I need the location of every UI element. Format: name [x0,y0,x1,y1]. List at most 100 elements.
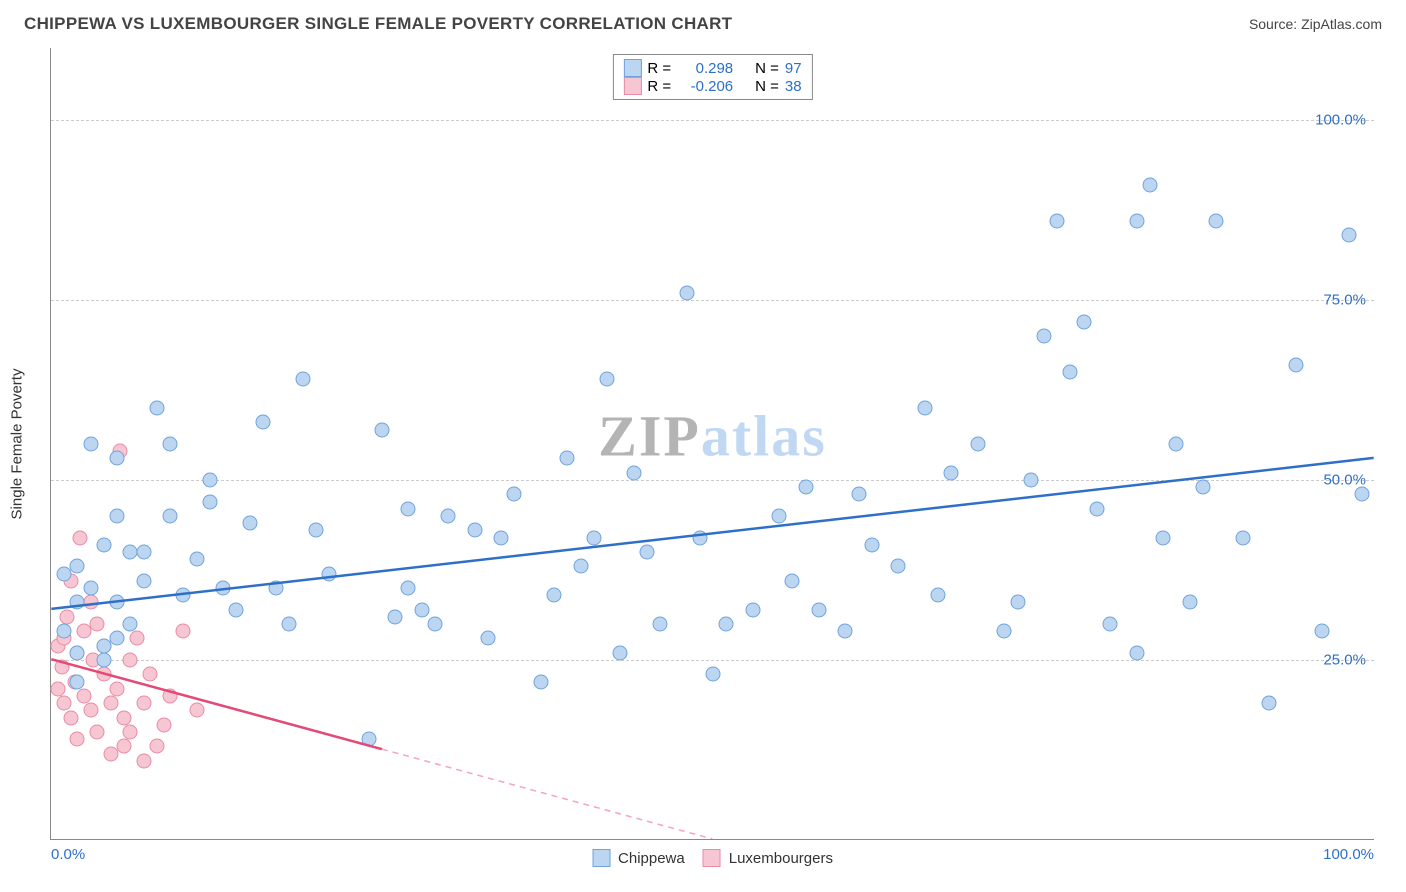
scatter-point [308,523,323,538]
scatter-point [838,624,853,639]
legend-row-chippewa: R = 0.298 N = 97 [623,59,801,77]
scatter-point [116,739,131,754]
scatter-point [176,624,191,639]
scatter-point [136,753,151,768]
scatter-point [414,602,429,617]
r-value: -0.206 [677,78,733,95]
scatter-point [706,667,721,682]
scatter-point [57,624,72,639]
r-label: R = [647,78,671,95]
watermark: ZIPatlas [598,402,827,469]
scatter-point [361,732,376,747]
scatter-point [123,653,138,668]
scatter-point [149,739,164,754]
scatter-point [1142,177,1157,192]
scatter-point [110,631,125,646]
scatter-point [216,581,231,596]
scatter-point [401,501,416,516]
x-tick-label: 0.0% [51,846,85,863]
scatter-point [1354,487,1369,502]
y-axis-title: Single Female Poverty [9,368,26,519]
scatter-point [1156,530,1171,545]
scatter-point [123,617,138,632]
scatter-point [116,710,131,725]
n-value: 97 [785,60,802,77]
scatter-point [1023,473,1038,488]
legend-item-luxembourgers: Luxembourgers [703,849,833,867]
scatter-point [96,653,111,668]
r-label: R = [647,60,671,77]
scatter-point [123,725,138,740]
source-label: Source: [1249,16,1297,32]
scatter-point [189,552,204,567]
scatter-point [255,415,270,430]
scatter-point [785,573,800,588]
scatter-point [1288,357,1303,372]
scatter-point [156,717,171,732]
scatter-point [480,631,495,646]
scatter-point [130,631,145,646]
scatter-point [242,516,257,531]
scatter-point [110,451,125,466]
scatter-point [77,689,92,704]
scatter-point [891,559,906,574]
scatter-point [63,710,78,725]
scatter-point [547,588,562,603]
trend-line-dashed [382,749,713,839]
scatter-point [136,545,151,560]
scatter-point [772,509,787,524]
scatter-point [1315,624,1330,639]
scatter-point [136,696,151,711]
scatter-point [202,494,217,509]
scatter-point [401,581,416,596]
chart-plot-area: Single Female Poverty ZIPatlas R = 0.298… [50,48,1374,840]
scatter-point [441,509,456,524]
scatter-point [626,465,641,480]
scatter-point [864,537,879,552]
scatter-point [613,645,628,660]
scatter-point [110,595,125,610]
n-value: 38 [785,78,802,95]
scatter-point [917,401,932,416]
source-name: ZipAtlas.com [1301,16,1382,32]
scatter-point [467,523,482,538]
scatter-point [295,372,310,387]
scatter-point [149,401,164,416]
scatter-point [96,537,111,552]
watermark-zip: ZIP [598,403,701,468]
scatter-point [375,422,390,437]
chart-title: CHIPPEWA VS LUXEMBOURGER SINGLE FEMALE P… [24,14,732,34]
scatter-point [136,573,151,588]
scatter-point [110,509,125,524]
scatter-point [229,602,244,617]
scatter-point [70,595,85,610]
scatter-point [110,681,125,696]
scatter-point [745,602,760,617]
scatter-point [1037,329,1052,344]
correlation-legend: R = 0.298 N = 97 R = -0.206 N = 38 [612,54,812,100]
scatter-point [970,437,985,452]
scatter-point [1209,213,1224,228]
scatter-point [50,681,65,696]
scatter-point [1129,213,1144,228]
watermark-atlas: atlas [701,403,827,468]
scatter-point [388,609,403,624]
scatter-point [90,725,105,740]
scatter-point [1169,437,1184,452]
legend-label: Luxembourgers [729,850,833,867]
scatter-point [1341,228,1356,243]
scatter-point [70,645,85,660]
scatter-point [1262,696,1277,711]
scatter-point [282,617,297,632]
legend-row-luxembourgers: R = -0.206 N = 38 [623,77,801,95]
scatter-point [189,703,204,718]
scatter-point [163,437,178,452]
scatter-point [679,285,694,300]
source-credit: Source: ZipAtlas.com [1249,16,1382,32]
legend-item-chippewa: Chippewa [592,849,685,867]
series-legend: Chippewa Luxembourgers [592,849,833,867]
scatter-point [560,451,575,466]
y-tick-label: 75.0% [1323,292,1366,309]
scatter-point [70,559,85,574]
scatter-point [639,545,654,560]
